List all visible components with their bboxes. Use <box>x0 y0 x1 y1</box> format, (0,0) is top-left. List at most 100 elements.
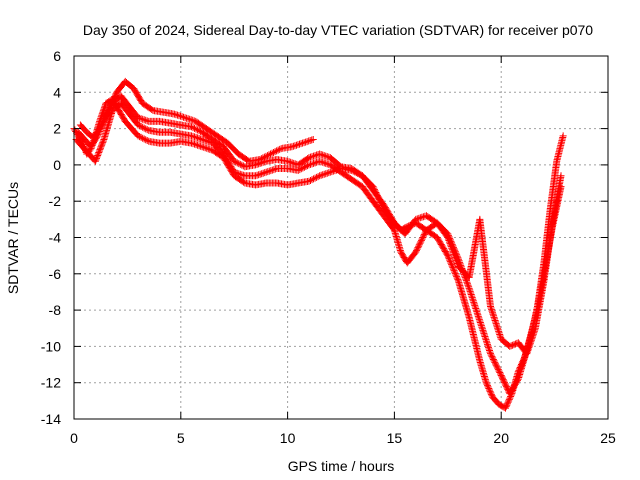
data-point-marker <box>419 234 427 241</box>
data-point-marker <box>469 297 477 305</box>
data-point-marker <box>480 331 488 339</box>
data-point-marker <box>453 274 461 282</box>
data-point-marker <box>274 146 282 154</box>
data-point-marker <box>256 155 264 163</box>
data-point-marker <box>192 125 200 133</box>
data-point-marker <box>446 240 454 248</box>
data-point-marker <box>285 158 293 166</box>
data-point-marker <box>92 154 100 162</box>
data-point-marker <box>525 342 533 350</box>
y-tick-label: -14 <box>41 411 61 427</box>
data-point-marker <box>494 364 502 372</box>
data-point-marker <box>469 295 477 303</box>
data-point-marker <box>487 304 495 312</box>
data-point-marker <box>448 246 456 254</box>
data-point-marker <box>233 169 241 177</box>
data-point-marker <box>453 273 461 281</box>
data-point-marker <box>484 383 492 391</box>
data-point-marker <box>322 152 330 160</box>
data-point-marker <box>136 122 144 130</box>
data-point-marker <box>311 159 319 167</box>
data-point-marker <box>284 157 292 165</box>
data-point-marker <box>134 121 142 129</box>
data-point-marker <box>488 307 496 315</box>
data-point-marker <box>271 165 279 173</box>
data-point-marker <box>98 140 106 148</box>
data-point-marker <box>232 158 240 166</box>
data-point-marker <box>523 348 531 356</box>
data-point-marker <box>487 302 495 310</box>
data-point-marker <box>470 298 478 306</box>
data-point-marker <box>449 264 457 272</box>
data-point-marker <box>262 168 270 176</box>
data-point-marker <box>189 132 197 140</box>
data-point-marker <box>197 135 205 143</box>
data-point-marker <box>305 161 313 169</box>
data-point-marker <box>230 157 238 165</box>
x-tick-label: 5 <box>177 430 185 446</box>
data-point-marker <box>483 380 491 388</box>
data-point-marker <box>470 300 478 308</box>
data-point-marker <box>200 143 208 151</box>
data-point-marker <box>559 132 567 140</box>
data-point-marker <box>417 238 425 246</box>
x-axis-label: GPS time / hours <box>288 458 395 474</box>
data-point-marker <box>96 144 104 152</box>
data-point-marker <box>139 123 147 131</box>
data-point-marker <box>492 318 500 326</box>
data-point-marker <box>415 242 423 250</box>
data-point-marker <box>306 160 314 168</box>
data-point-marker <box>453 258 461 266</box>
data-point-marker <box>297 140 305 148</box>
data-point-marker <box>143 117 151 125</box>
data-point-marker <box>496 369 504 377</box>
data-point-marker <box>263 152 271 160</box>
data-point-marker <box>452 271 460 279</box>
data-point-marker <box>483 340 491 348</box>
data-point-marker <box>198 135 206 143</box>
data-point-marker <box>325 160 333 168</box>
data-point-marker <box>450 250 458 258</box>
data-point-marker <box>493 321 501 329</box>
data-point-marker <box>136 114 144 122</box>
data-point-marker <box>445 238 453 246</box>
data-point-marker <box>304 155 312 163</box>
data-point-marker <box>195 134 203 142</box>
data-point-marker <box>238 171 246 179</box>
data-point-marker <box>467 289 475 297</box>
data-point-marker <box>492 320 500 328</box>
data-point-marker <box>271 148 279 156</box>
data-point-marker <box>172 111 180 119</box>
data-point-marker <box>309 135 317 143</box>
data-point-marker <box>528 335 536 343</box>
data-point-marker <box>474 311 482 319</box>
data-point-marker <box>317 151 325 159</box>
data-point-marker <box>291 142 299 150</box>
data-point-marker <box>189 116 197 124</box>
data-point-marker <box>420 231 428 239</box>
data-point-marker <box>191 124 199 132</box>
y-tick-label: -4 <box>49 230 62 246</box>
data-point-marker <box>265 167 273 175</box>
data-point-marker <box>259 169 267 177</box>
data-point-marker <box>300 139 308 147</box>
data-point-marker <box>485 386 493 394</box>
data-point-marker <box>468 294 476 302</box>
data-point-marker <box>451 253 459 261</box>
data-point-marker <box>294 141 302 149</box>
data-point-marker <box>418 213 426 221</box>
data-point-marker <box>489 354 497 362</box>
data-point-marker <box>191 133 199 141</box>
data-point-marker <box>299 164 307 172</box>
data-point-marker <box>204 138 212 146</box>
data-point-marker <box>194 141 202 149</box>
data-point-marker <box>466 287 474 295</box>
data-point-marker <box>490 357 498 365</box>
data-point-marker <box>448 262 456 270</box>
data-point-marker <box>412 247 420 255</box>
data-point-marker <box>413 215 421 223</box>
data-point-marker <box>412 248 420 256</box>
data-point-marker <box>526 341 534 349</box>
data-point-marker <box>201 137 209 145</box>
data-point-marker <box>270 166 278 174</box>
